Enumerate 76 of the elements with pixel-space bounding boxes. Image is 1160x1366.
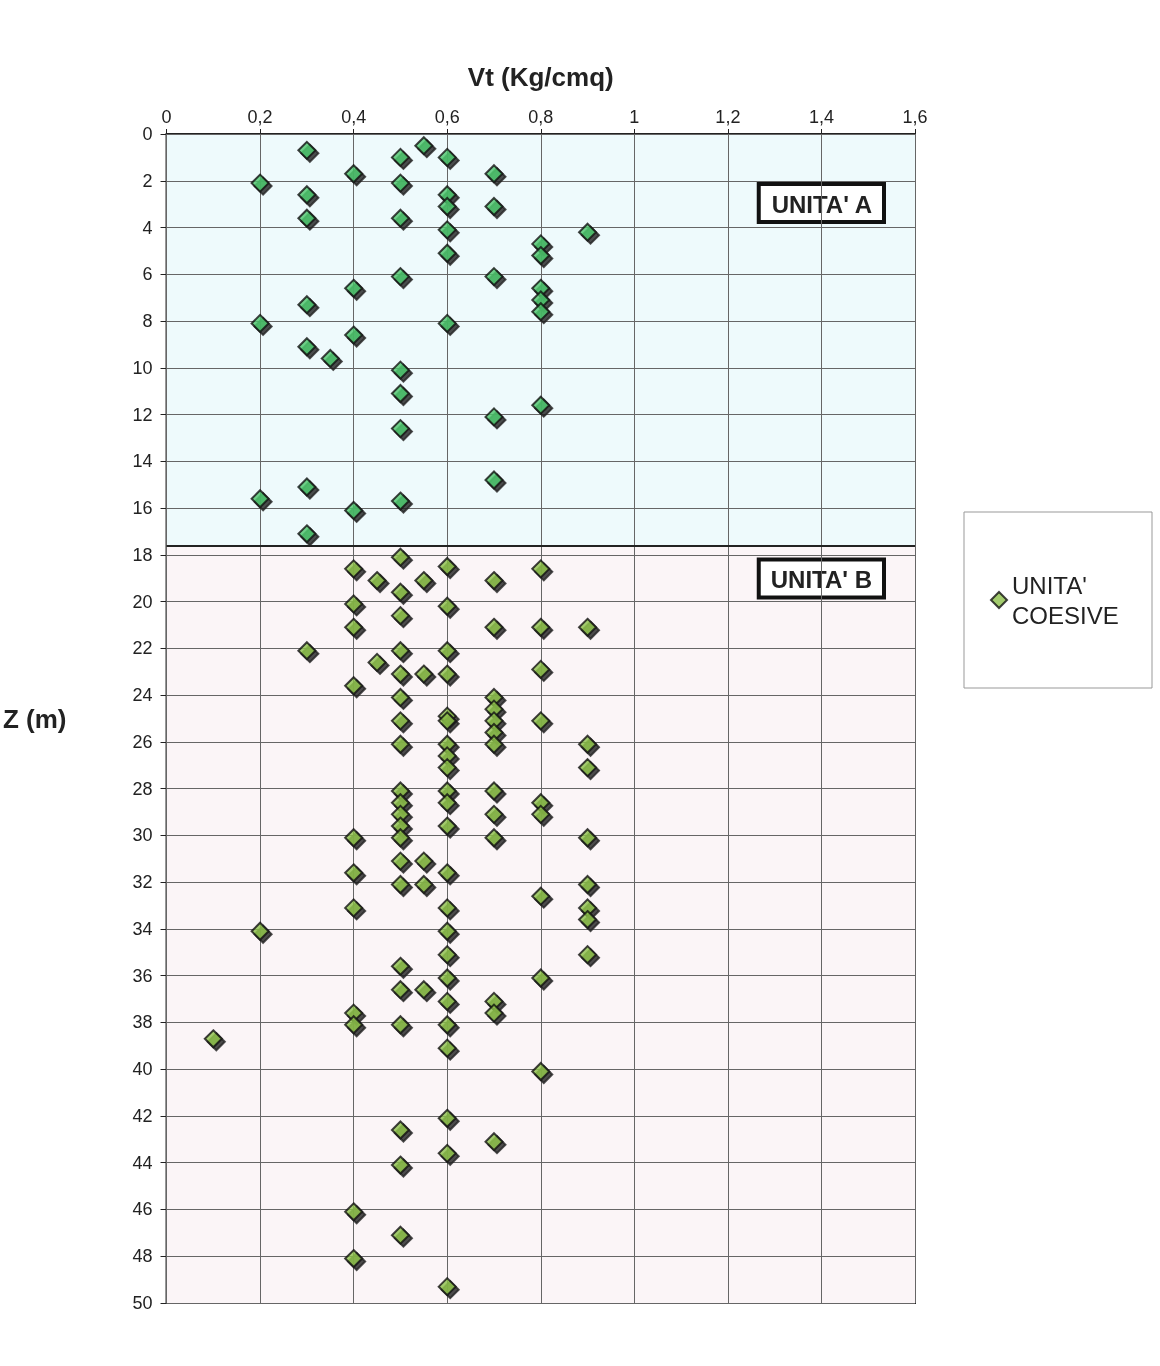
x-tick-label: 1 [629, 107, 640, 127]
point [390, 267, 410, 287]
x-tick-label: 0 [161, 107, 172, 127]
y-tick-label: 20 [132, 591, 153, 612]
y-tick-label: 50 [132, 1293, 153, 1313]
y-tick-label: 14 [132, 451, 153, 472]
point [320, 348, 340, 368]
y-tick-label: 0 [142, 124, 153, 144]
y-tick-label: 44 [132, 1152, 153, 1173]
point [437, 147, 457, 167]
point [297, 208, 317, 228]
point [390, 173, 410, 193]
point [390, 419, 410, 439]
y-tick-label: 18 [132, 544, 153, 565]
point [484, 196, 504, 216]
point [297, 185, 317, 205]
point [390, 384, 410, 404]
y-tick-label: 40 [132, 1059, 153, 1080]
point [344, 278, 364, 298]
y-tick-label: 34 [132, 918, 153, 939]
y-tick-label: 2 [142, 170, 153, 191]
point [484, 164, 504, 184]
x-tick-label: 0,4 [341, 107, 367, 127]
y-tick-label: 48 [132, 1246, 153, 1267]
point [531, 302, 551, 322]
point [437, 196, 457, 216]
point [437, 313, 457, 333]
point [484, 470, 504, 490]
point [250, 313, 270, 333]
y-tick-label: 10 [132, 357, 153, 378]
point [531, 246, 551, 266]
y-tick-label: 26 [132, 731, 153, 752]
point [344, 164, 364, 184]
x-tick-label: 1,4 [808, 107, 834, 127]
y-tick-label: 24 [132, 685, 153, 706]
point [437, 243, 457, 263]
y-tick-label: 28 [132, 778, 153, 799]
point [344, 325, 364, 345]
y-tick-label: 16 [132, 498, 153, 519]
x-tick-label: 0,8 [528, 107, 554, 127]
y-tick-label: 30 [132, 825, 153, 846]
x-tick-label: 1,2 [715, 107, 741, 127]
y-tick-label: 4 [142, 217, 153, 238]
point [344, 500, 364, 520]
y-tick-label: 36 [132, 965, 153, 986]
y-tick-label: 12 [132, 404, 153, 425]
point [390, 360, 410, 380]
point [390, 491, 410, 511]
y-tick-label: 6 [142, 264, 153, 285]
point [297, 477, 317, 497]
point [297, 337, 317, 357]
y-tick-label: 22 [132, 638, 153, 659]
y-tick-label: 32 [132, 872, 153, 893]
point [250, 489, 270, 509]
point [297, 524, 317, 544]
point [531, 395, 551, 415]
x-tick-label: 0,6 [434, 107, 460, 127]
point [414, 136, 434, 156]
y-tick-label: 38 [132, 1012, 153, 1033]
y-tick-label: 8 [142, 311, 153, 332]
legend-label: UNITA' COESIVE [1012, 571, 1119, 629]
x-tick-label: 0,2 [247, 107, 273, 127]
y-axis-title: Z (m) [2, 703, 67, 734]
point [297, 140, 317, 160]
point [437, 220, 457, 240]
x-tick-label: 1,6 [902, 107, 928, 127]
point [390, 208, 410, 228]
point [484, 267, 504, 287]
point [250, 173, 270, 193]
point [484, 407, 504, 427]
point [578, 222, 598, 242]
point [297, 295, 317, 315]
y-tick-label: 46 [132, 1199, 153, 1220]
x-axis-title: Vt (Kg/cmq) [467, 62, 614, 92]
point [390, 147, 410, 167]
y-tick-label: 42 [132, 1105, 153, 1126]
